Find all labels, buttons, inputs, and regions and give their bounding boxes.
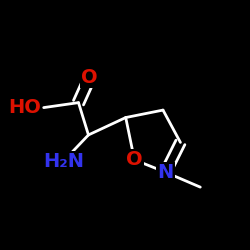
- Text: O: O: [81, 68, 98, 87]
- Text: H₂N: H₂N: [43, 152, 84, 171]
- Text: HO: HO: [8, 98, 41, 117]
- Text: O: O: [126, 150, 143, 169]
- Text: N: N: [157, 163, 174, 182]
